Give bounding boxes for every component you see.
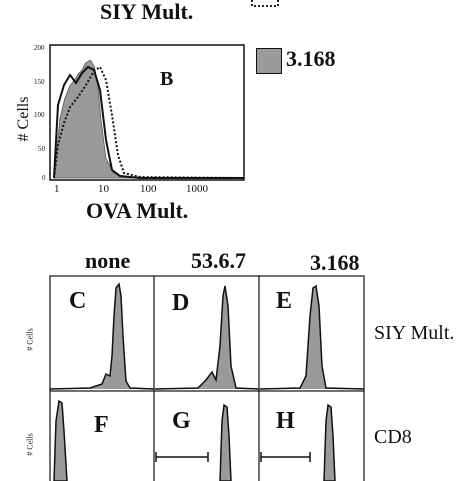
row1-histograms [49,275,365,392]
row-label-cd8: CD8 [374,426,412,448]
gate-bar-h [260,452,311,462]
panel-d-letter: D [172,290,190,316]
ytick-150: 150 [34,78,45,86]
top-header-title: SIY Mult. [100,0,194,24]
panel-e-letter: E [276,288,293,314]
panel-b-xlabel: OVA Mult. [86,198,189,223]
hist-h [323,403,336,481]
xtick-10: 10 [98,183,109,195]
outline-curve-solid [53,65,244,179]
legend-label-3168: 3.168 [286,46,336,71]
ytick-100: 100 [34,111,45,119]
row1-ylabel: # Cells [25,328,35,351]
ytick-200: 200 [34,44,45,52]
column-header-3-168: 3.168 [310,250,360,275]
hist-f [53,399,68,481]
ytick-0: 0 [42,174,46,182]
panel-f-letter: F [94,412,109,438]
row-label-siy-mult: SIY Mult. [374,322,455,344]
xtick-1: 1 [54,183,60,195]
dotted-legend-swatch [251,0,279,7]
panel-h-letter: H [276,408,295,434]
hist-c [49,282,155,390]
column-header-53-6-7: 53.6.7 [191,248,246,273]
panel-b-chart [49,44,245,181]
row2-ylabel: # Cells [25,433,35,456]
row2-histograms [49,391,365,481]
outline-curve-dotted [53,65,245,179]
panel-c-letter: C [69,288,87,314]
panel-b-frame [49,44,245,181]
column-header-none: none [85,248,131,273]
panel-g-letter: G [172,408,191,434]
panel-b-letter: B [160,68,174,90]
panel-b-ylabel: # Cells [15,96,32,142]
hist-d [154,285,260,390]
series-0-area [53,59,244,179]
ytick-50: 50 [38,145,45,153]
legend-swatch-3168 [256,48,282,74]
xtick-100: 100 [140,183,157,195]
gate-bar-g [155,452,209,462]
hist-g [219,403,232,481]
xtick-1000: 1000 [186,183,208,195]
hist-e [259,284,365,390]
